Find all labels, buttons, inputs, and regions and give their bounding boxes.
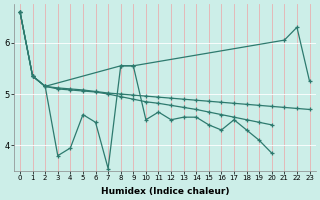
X-axis label: Humidex (Indice chaleur): Humidex (Indice chaleur) (100, 187, 229, 196)
